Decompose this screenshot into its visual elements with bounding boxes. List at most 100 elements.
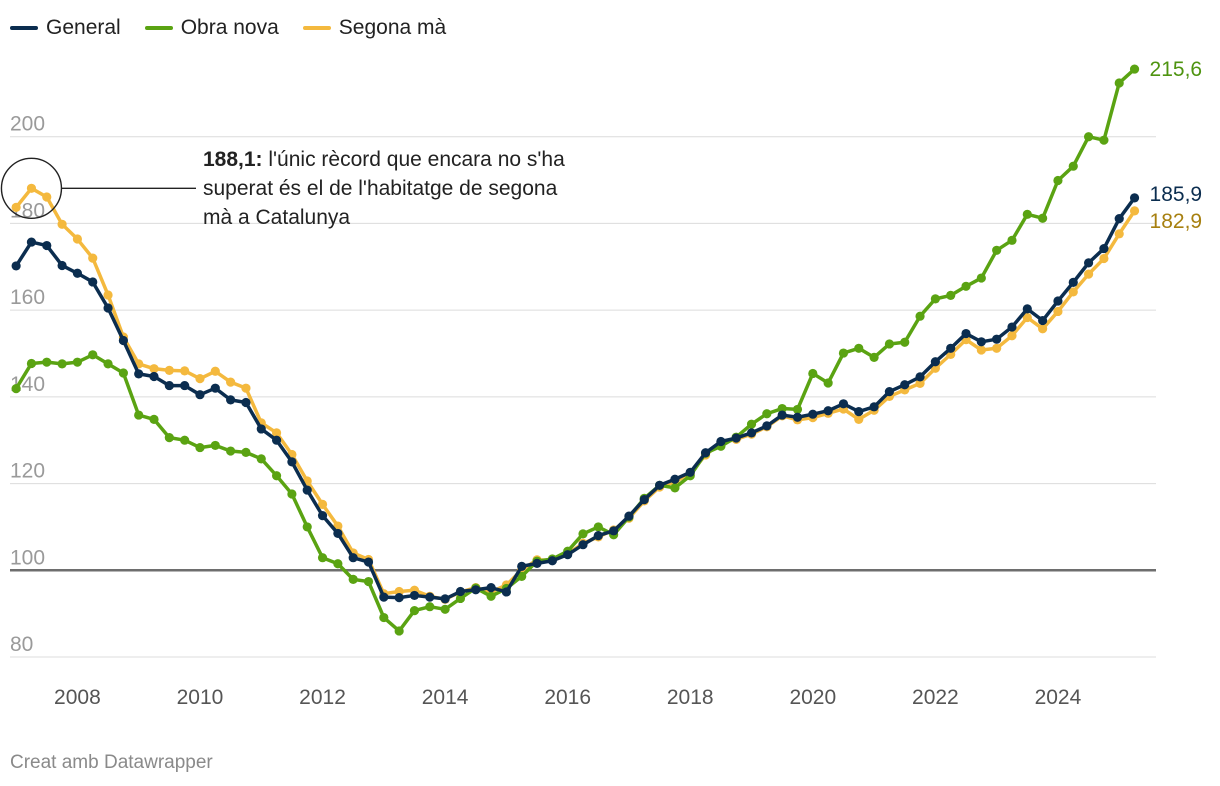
point-segona-m--3	[57, 219, 67, 229]
point-obra-nova-65	[1007, 235, 1017, 245]
legend-item-segona-ma[interactable]: Segona mà	[302, 16, 446, 40]
point-obra-nova-23	[363, 576, 374, 587]
y-tick-120: 120	[10, 460, 45, 483]
point-general-40	[624, 511, 634, 521]
point-obra-nova-14	[226, 446, 236, 456]
point-general-22	[348, 553, 358, 563]
point-obra-nova-3	[57, 359, 67, 369]
point-segona-m--6	[103, 290, 113, 300]
point-general-21	[333, 528, 343, 539]
point-general-11	[180, 380, 190, 391]
point-general-68	[1053, 296, 1063, 306]
point-general-41	[639, 495, 649, 505]
x-axis-ticks: 2008 2010 2012 2014 2016 2018 2020 2022 2024	[54, 686, 1082, 709]
point-general-3	[57, 260, 67, 271]
point-obra-nova-18	[287, 489, 297, 499]
end-labels: 185,9 215,6 182,9	[1150, 58, 1203, 233]
point-obra-nova-27	[425, 602, 435, 612]
point-segona-m--9	[149, 364, 159, 374]
series-layer	[11, 64, 1140, 636]
point-general-18	[287, 457, 297, 467]
point-obra-nova-16	[256, 454, 266, 464]
point-general-2	[42, 240, 52, 251]
point-segona-m--70	[1083, 269, 1094, 279]
point-obra-nova-8	[134, 410, 144, 420]
point-general-32	[501, 587, 511, 597]
point-obra-nova-31	[486, 591, 496, 601]
x-tick-2016: 2016	[544, 686, 591, 709]
gridlines	[10, 136, 1156, 658]
point-obra-nova-12	[195, 442, 205, 453]
point-obra-nova-10	[164, 433, 174, 443]
point-segona-m--73	[1129, 206, 1140, 216]
point-general-26	[409, 590, 420, 601]
point-general-14	[226, 395, 236, 405]
point-segona-m--13	[210, 366, 220, 376]
point-general-44	[685, 467, 695, 477]
end-label-obra-nova: 215,6	[1150, 58, 1203, 81]
legend-item-general[interactable]: General	[10, 16, 121, 40]
end-label-general: 185,9	[1150, 183, 1203, 206]
point-general-67	[1038, 315, 1048, 326]
point-segona-m--0	[11, 202, 21, 212]
point-general-24	[379, 592, 389, 602]
point-general-16	[256, 424, 266, 434]
point-general-35	[547, 556, 557, 566]
annotation-text: 188,1: l'únic rècord que encara no s'ha …	[203, 145, 583, 232]
point-general-53	[823, 406, 833, 416]
legend-swatch-general	[10, 26, 38, 30]
annotation-circle	[0, 157, 63, 220]
point-obra-nova-56	[869, 352, 879, 362]
x-tick-2010: 2010	[177, 686, 224, 709]
point-obra-nova-25	[394, 626, 404, 636]
point-general-33	[517, 561, 527, 571]
point-segona-m--59	[915, 378, 925, 389]
point-general-10	[164, 380, 174, 391]
point-obra-nova-51	[792, 404, 803, 415]
point-general-19	[302, 485, 312, 495]
point-general-4	[72, 268, 83, 278]
point-general-0	[11, 261, 21, 271]
point-general-29	[455, 586, 466, 597]
point-general-43	[670, 474, 680, 484]
point-obra-nova-28	[440, 604, 450, 614]
x-tick-2022: 2022	[912, 686, 959, 709]
y-tick-160: 160	[10, 286, 45, 309]
x-tick-2012: 2012	[299, 686, 346, 709]
point-obra-nova-4	[72, 357, 83, 367]
point-obra-nova-61	[946, 290, 956, 300]
legend-item-obra-nova[interactable]: Obra nova	[144, 16, 279, 40]
line-segona-m-	[14, 186, 1137, 602]
point-obra-nova-54	[838, 348, 849, 358]
point-obra-nova-48	[746, 419, 757, 429]
point-general-1	[26, 237, 37, 247]
point-general-37	[578, 540, 588, 550]
point-obra-nova-20	[317, 553, 328, 563]
point-general-72	[1114, 214, 1124, 224]
point-obra-nova-73	[1129, 64, 1140, 74]
x-tick-2018: 2018	[667, 686, 714, 709]
x-tick-2020: 2020	[789, 686, 836, 709]
point-general-63	[976, 337, 986, 347]
point-segona-m--67	[1038, 324, 1048, 334]
point-segona-m--5	[88, 253, 98, 263]
point-obra-nova-1	[26, 358, 37, 369]
point-general-55	[854, 406, 864, 417]
line-general	[14, 196, 1136, 601]
point-obra-nova-6	[103, 359, 113, 369]
point-obra-nova-43	[670, 483, 680, 493]
point-general-47	[731, 433, 741, 443]
point-obra-nova-68	[1053, 175, 1063, 186]
legend-label-obra-nova: Obra nova	[180, 16, 279, 39]
point-general-42	[655, 480, 665, 490]
point-segona-m--20	[317, 499, 328, 509]
point-obra-nova-52	[808, 368, 818, 379]
point-general-17	[271, 435, 282, 445]
point-obra-nova-13	[210, 440, 220, 451]
legend-swatch-segona-ma	[302, 26, 331, 30]
point-obra-nova-17	[271, 471, 282, 481]
point-general-36	[563, 550, 573, 560]
point-obra-nova-26	[409, 606, 420, 616]
point-segona-m--64	[992, 343, 1002, 353]
